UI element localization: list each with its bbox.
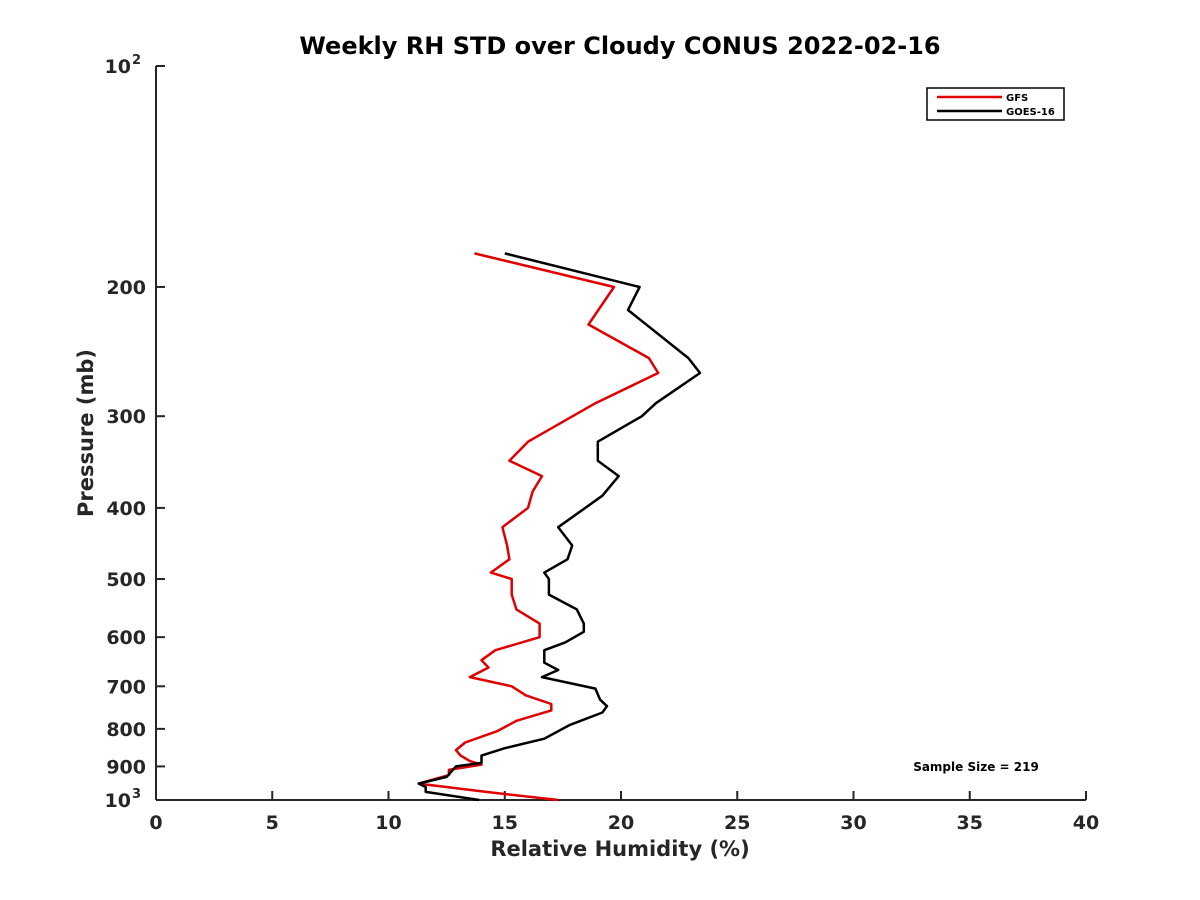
y-tick-label: 800 (106, 719, 146, 741)
y-tick-label-base: 700 (106, 676, 146, 698)
series-line-goes-16 (417, 252, 702, 802)
y-tick-exponent: 2 (132, 53, 141, 68)
series-group (417, 252, 702, 802)
y-tick-label: 200 (106, 277, 146, 299)
chart-title: Weekly RH STD over Cloudy CONUS 2022-02-… (299, 32, 940, 60)
x-tick-label: 25 (724, 812, 750, 834)
y-tick-label: 700 (106, 676, 146, 698)
x-tick-label: 15 (492, 812, 518, 834)
y-axis-label: Pressure (mb) (74, 349, 98, 517)
legend-label: GOES-16 (1006, 107, 1055, 118)
y-tick-exponent: 3 (132, 787, 141, 802)
x-tick-label: 10 (375, 812, 401, 834)
y-tick-label-base: 300 (106, 406, 146, 428)
series-line-gfs (417, 252, 660, 802)
y-tick-label-base: 400 (106, 498, 146, 520)
y-tick-label: 900 (106, 756, 146, 778)
y-tick-label: 400 (106, 498, 146, 520)
x-axis-label: Relative Humidity (%) (490, 837, 749, 861)
y-tick-label-base: 10 (105, 790, 131, 812)
y-tick-label: 600 (106, 627, 146, 649)
x-tick-label: 35 (957, 812, 983, 834)
y-tick-label-base: 10 (105, 56, 131, 78)
x-tick-label: 40 (1073, 812, 1099, 834)
sample-size-annotation: Sample Size = 219 (913, 760, 1039, 774)
y-tick-label-base: 800 (106, 719, 146, 741)
y-tick-label-base: 500 (106, 569, 146, 591)
y-tick-label-base: 200 (106, 277, 146, 299)
y-tick-label: 10 (105, 790, 131, 812)
y-tick-label: 10 (105, 56, 131, 78)
legend-box (926, 87, 1065, 121)
x-tick-label: 5 (266, 812, 279, 834)
legend-label: GFS (1006, 93, 1028, 104)
y-tick-label-base: 600 (106, 627, 146, 649)
y-tick-label: 500 (106, 569, 146, 591)
x-tick-label: 30 (840, 812, 866, 834)
y-tick-label: 300 (106, 406, 146, 428)
x-tick-label: 0 (149, 812, 162, 834)
x-ticks: 0 5 10 15 20 25 30 35 40 (149, 791, 1099, 834)
legend: GFS GOES-16 (926, 87, 1065, 121)
y-tick-label-base: 900 (106, 756, 146, 778)
x-tick-label: 20 (608, 812, 634, 834)
